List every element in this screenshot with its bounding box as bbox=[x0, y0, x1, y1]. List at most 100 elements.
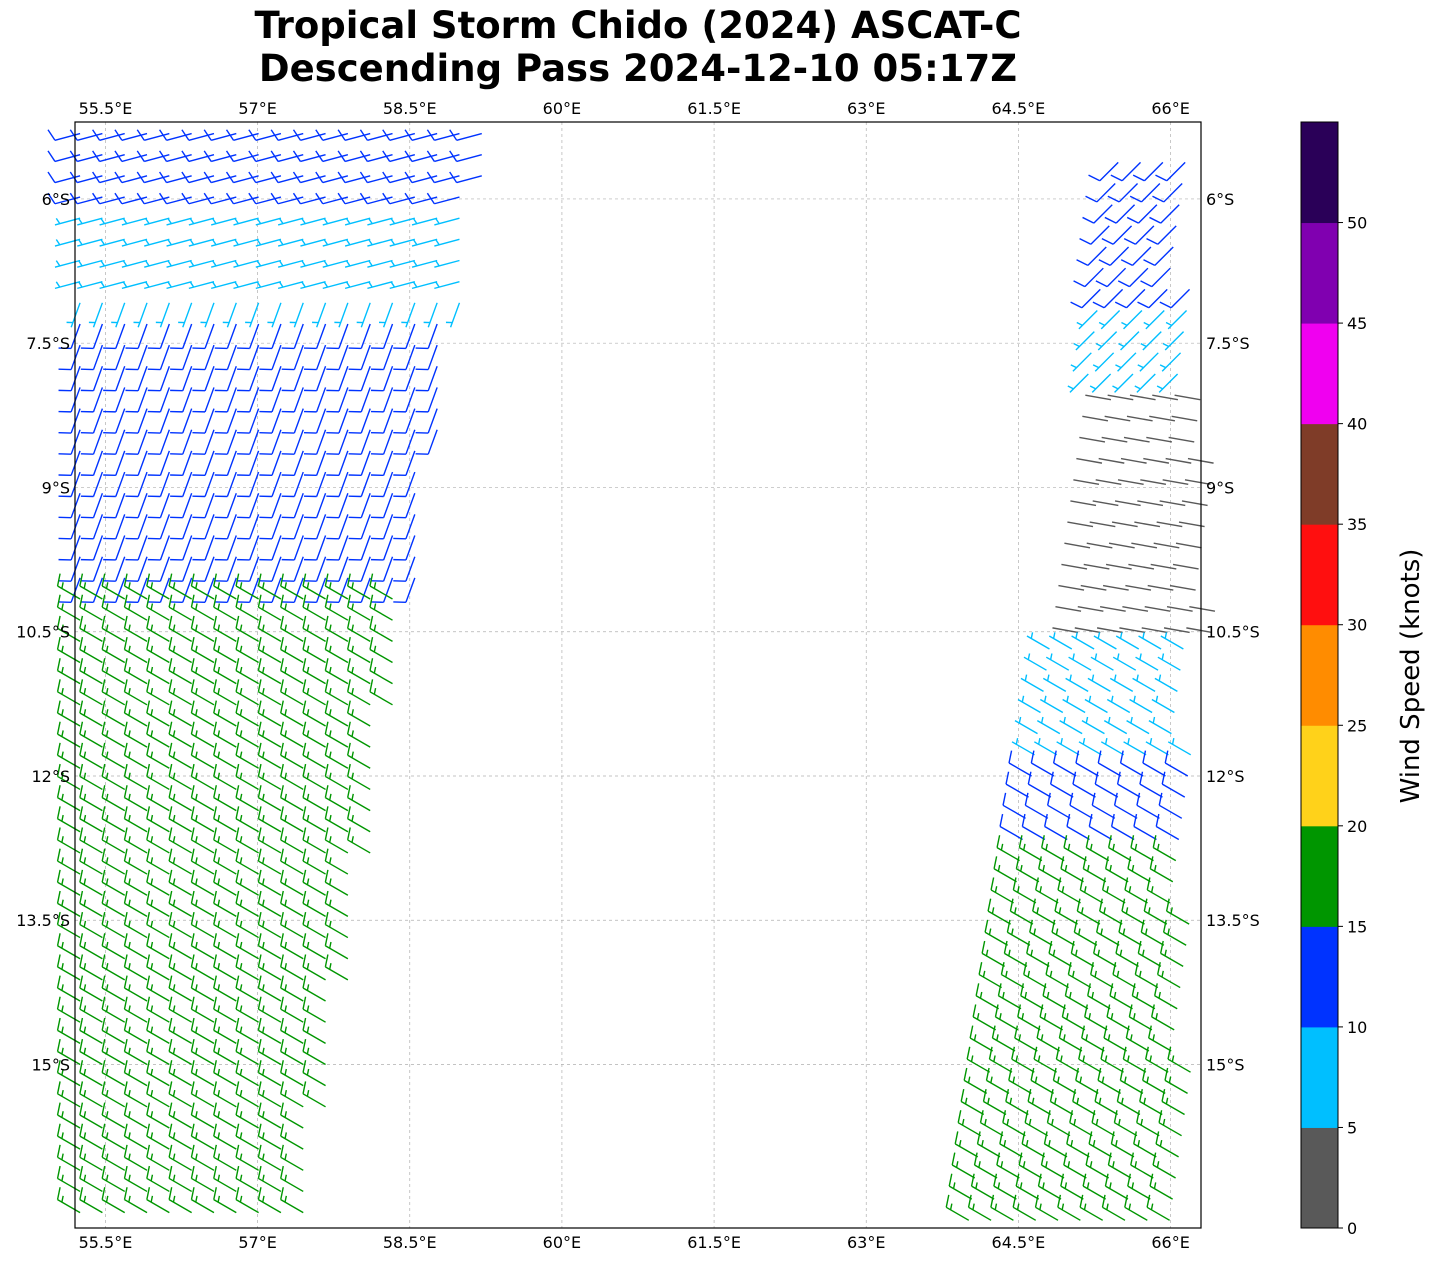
colorbar-bin bbox=[1301, 624, 1338, 726]
wind-barb bbox=[257, 1144, 282, 1171]
wind-barb bbox=[214, 471, 237, 498]
wind-barb bbox=[1017, 1004, 1041, 1031]
wind-barb bbox=[346, 700, 371, 727]
wind-barb bbox=[213, 1102, 237, 1129]
wind-barb bbox=[257, 594, 282, 621]
wind-barb bbox=[237, 387, 260, 413]
wind-barb bbox=[346, 721, 371, 748]
wind-barb bbox=[1115, 632, 1140, 650]
wind-barb bbox=[1084, 695, 1108, 714]
wind-barb bbox=[1073, 479, 1100, 485]
wind-barb bbox=[277, 217, 304, 226]
wind-barb bbox=[257, 785, 282, 812]
wind-barb bbox=[56, 954, 81, 981]
wind-barb bbox=[79, 700, 103, 727]
wind-barb bbox=[101, 912, 126, 939]
colorbar-bin bbox=[1301, 122, 1338, 224]
wind-barb bbox=[237, 471, 260, 498]
wind-barb bbox=[146, 996, 170, 1023]
wind-barb bbox=[1068, 653, 1092, 671]
wind-barb bbox=[259, 323, 282, 350]
wind-barb bbox=[393, 577, 416, 603]
wind-barb bbox=[324, 763, 349, 791]
wind-barb bbox=[1116, 1088, 1141, 1116]
lon-tick-top: 63°E bbox=[847, 99, 885, 118]
wind-barb bbox=[300, 280, 326, 290]
wind-barb bbox=[235, 763, 259, 791]
wind-barb bbox=[985, 1067, 1010, 1094]
wind-barb bbox=[101, 827, 126, 854]
wind-barb bbox=[1002, 792, 1026, 819]
wind-barb bbox=[123, 742, 148, 769]
wind-barb bbox=[56, 679, 81, 706]
wind-barb bbox=[1104, 415, 1131, 422]
map-frame bbox=[74, 121, 1202, 1229]
wind-barb bbox=[210, 259, 237, 268]
wind-barb bbox=[237, 366, 260, 392]
wind-barb bbox=[92, 150, 125, 163]
wind-barb bbox=[1096, 919, 1120, 946]
wind-barb bbox=[382, 192, 416, 205]
wind-barb bbox=[324, 594, 349, 621]
wind-barb bbox=[146, 1038, 170, 1066]
wind-barb bbox=[56, 594, 81, 621]
wind-barb bbox=[1075, 1067, 1099, 1094]
wind-barb bbox=[101, 742, 126, 769]
lon-tick-top: 66°E bbox=[1151, 99, 1189, 118]
wind-barb bbox=[58, 366, 81, 392]
wind-barb bbox=[1000, 962, 1025, 989]
wind-barb bbox=[103, 535, 126, 561]
wind-barb bbox=[1136, 792, 1160, 819]
wind-barb bbox=[280, 1165, 304, 1193]
wind-barb bbox=[370, 471, 394, 498]
wind-barb bbox=[1130, 835, 1154, 862]
lon-tick-bottom: 66°E bbox=[1151, 1233, 1189, 1252]
wind-barb bbox=[103, 450, 126, 477]
wind-barb bbox=[1009, 898, 1034, 925]
wind-barb bbox=[346, 594, 371, 621]
wind-barb bbox=[1098, 457, 1125, 464]
wind-barb bbox=[281, 556, 304, 582]
wind-barb bbox=[1070, 352, 1092, 372]
wind-barb bbox=[123, 996, 148, 1023]
wind-barb bbox=[123, 658, 148, 685]
lat-tick-right: 15°S bbox=[1206, 1056, 1245, 1075]
wind-barb bbox=[123, 1038, 148, 1066]
wind-barb bbox=[190, 827, 215, 854]
wind-barb bbox=[178, 302, 193, 328]
wind-barb bbox=[1113, 792, 1138, 819]
wind-barb bbox=[259, 408, 282, 434]
wind-barb bbox=[1109, 983, 1133, 1010]
colorbar-bin bbox=[1301, 423, 1338, 525]
wind-barb bbox=[1085, 183, 1116, 203]
wind-barb bbox=[146, 869, 170, 896]
wind-barb bbox=[1054, 898, 1078, 925]
wind-barb bbox=[56, 763, 81, 791]
wind-barb bbox=[1155, 813, 1180, 841]
wind-barb bbox=[1052, 1067, 1077, 1094]
wind-barb bbox=[1100, 737, 1125, 756]
wind-barb bbox=[324, 615, 349, 642]
wind-barb bbox=[235, 827, 259, 854]
wind-barb bbox=[1095, 267, 1127, 288]
wind-barb bbox=[257, 912, 282, 939]
wind-barb bbox=[302, 933, 326, 960]
wind-barb bbox=[359, 192, 393, 205]
wind-barb bbox=[235, 806, 259, 833]
lon-tick-bottom: 64.5°E bbox=[992, 1233, 1046, 1252]
wind-barb bbox=[1169, 584, 1196, 591]
wind-barb bbox=[213, 636, 237, 664]
wind-barb bbox=[235, 679, 259, 706]
wind-barb bbox=[302, 912, 326, 939]
wind-barb bbox=[993, 1173, 1017, 1200]
wind-barb bbox=[1057, 877, 1081, 904]
wind-barb bbox=[146, 1081, 170, 1108]
wind-barb bbox=[326, 408, 349, 434]
wind-barb bbox=[280, 1060, 304, 1087]
wind-barb bbox=[123, 869, 148, 896]
wind-barb bbox=[304, 450, 327, 477]
wind-barb bbox=[248, 171, 282, 184]
wind-barb bbox=[1104, 204, 1136, 224]
wind-barb bbox=[1127, 1173, 1151, 1200]
wind-barb bbox=[1138, 632, 1162, 650]
